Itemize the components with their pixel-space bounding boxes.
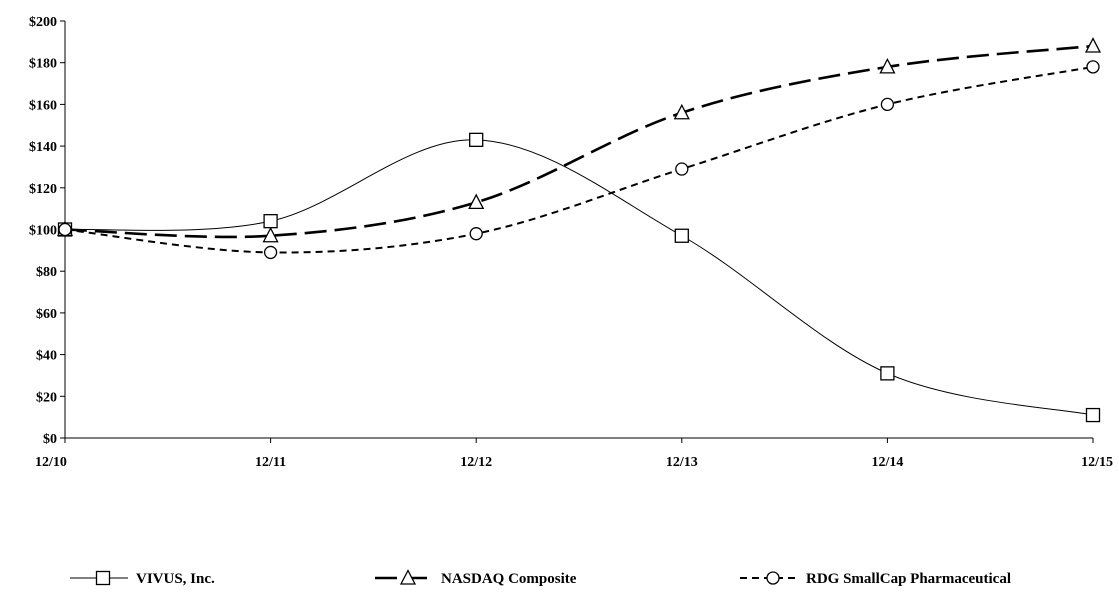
x-tick-label: 12/12 [460, 455, 492, 470]
series-0-point [1085, 407, 1101, 423]
series-0-point [469, 132, 484, 147]
legend: VIVUS, Inc. NASDAQ Composite RDG SmallCap … [70, 569, 1011, 587]
series-1-point [262, 226, 279, 243]
legend-label: NASDAQ Composite [441, 571, 577, 587]
legend-marker-icon [399, 569, 417, 585]
y-tick-label: $20 [36, 390, 57, 405]
x-tick-label: 12/15 [1081, 455, 1113, 470]
legend-marker-icon [766, 571, 780, 585]
series-0-point [880, 366, 895, 381]
series-1-point [468, 193, 485, 210]
y-tick-label: $0 [43, 432, 57, 447]
legend-marker-icon [95, 570, 111, 586]
y-tick-label: $60 [36, 307, 57, 322]
x-axis-ticks: 12/10 12/11 12/12 12/13 12/14 12/15 [35, 438, 1113, 470]
series-2-point [469, 227, 483, 241]
x-tick-label: 12/13 [666, 455, 698, 470]
x-tick-label: 12/14 [871, 455, 903, 470]
series-1-point [673, 103, 690, 120]
legend-label: RDG SmallCap Pharmaceutical [806, 571, 1011, 587]
series-2-point [1086, 60, 1100, 74]
y-tick-label: $180 [29, 57, 57, 72]
series-0-point [674, 228, 689, 243]
x-tick-label: 12/10 [35, 455, 67, 470]
y-tick-label: $140 [29, 140, 57, 155]
y-tick-label: $200 [29, 15, 57, 30]
y-tick-label: $100 [29, 224, 57, 239]
series-1-point [879, 57, 896, 74]
y-tick-label: $80 [36, 265, 57, 280]
series-group [56, 37, 1102, 423]
x-tick-label: 12/11 [255, 455, 286, 470]
y-tick-label: $160 [29, 98, 57, 113]
series-line-1 [64, 44, 1094, 239]
legend-label: VIVUS, Inc. [136, 571, 215, 587]
y-tick-label: $40 [36, 349, 57, 364]
series-line-0 [64, 139, 1094, 416]
y-axis-ticks: $0 $20 $40 $60 $80 $100 $120 $140 $160 $180 $200 [29, 15, 65, 447]
y-tick-label: $120 [29, 182, 57, 197]
series-0-point [263, 214, 278, 229]
series-2-point [263, 245, 278, 260]
series-1-point [1084, 37, 1102, 53]
series-2-point [880, 97, 895, 112]
series-2-point [675, 162, 689, 176]
series-2-point [58, 222, 72, 237]
series-line-2 [64, 65, 1094, 254]
